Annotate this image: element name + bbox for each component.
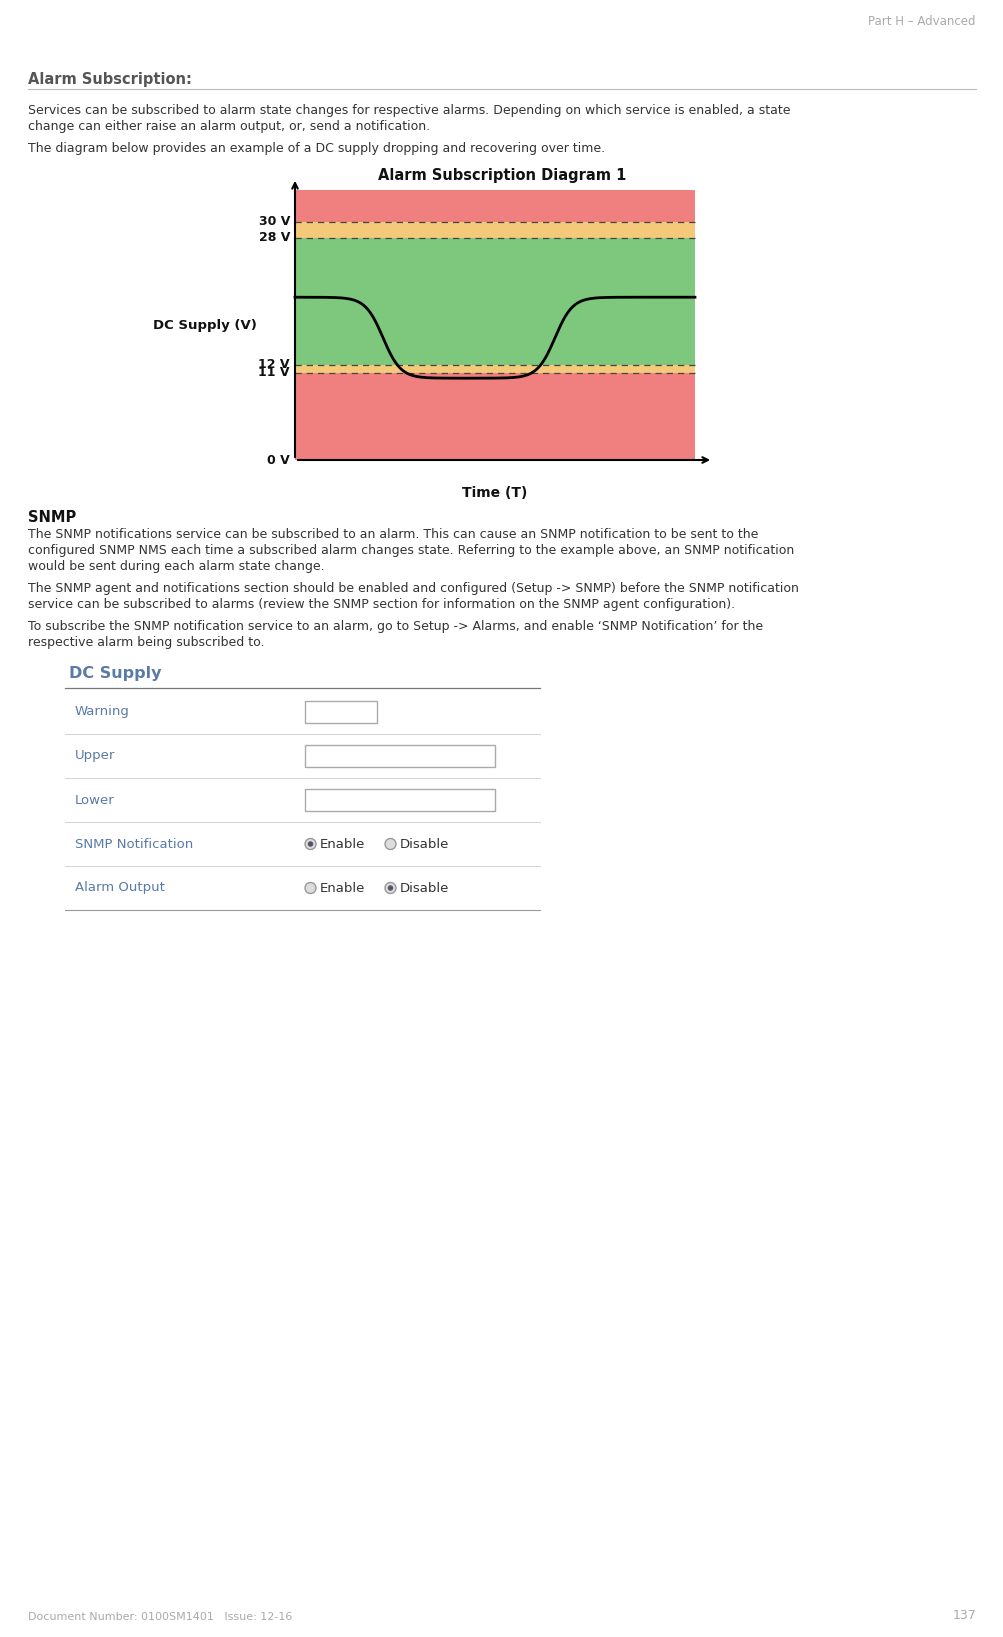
Text: Enable: Enable [320, 881, 365, 894]
Bar [305, 789, 494, 810]
Text: DC Supply (V): DC Supply (V) [152, 319, 257, 332]
Text: Part H – Advanced: Part H – Advanced [868, 15, 975, 28]
Text: service can be subscribed to alarms (review the SNMP section for information on : service can be subscribed to alarms (rev… [28, 598, 734, 611]
Text: The SNMP agent and notifications section should be enabled and configured (Setup: The SNMP agent and notifications section… [28, 583, 798, 594]
Text: The diagram below provides an example of a DC supply dropping and recovering ove: The diagram below provides an example of… [28, 142, 605, 156]
Text: Services can be subscribed to alarm state changes for respective alarms. Dependi: Services can be subscribed to alarm stat… [28, 105, 789, 116]
Circle shape [305, 882, 316, 894]
Text: ▼: ▼ [363, 707, 371, 717]
Circle shape [384, 838, 395, 850]
Circle shape [387, 886, 393, 891]
Text: SNMP: SNMP [28, 511, 76, 525]
Bar [295, 365, 694, 373]
Bar [295, 373, 694, 460]
Bar [305, 701, 376, 724]
Circle shape [305, 838, 316, 850]
Text: Lower: Lower [75, 794, 114, 807]
Text: Alarm Output: Alarm Output [75, 881, 164, 894]
Text: DC Supply: DC Supply [69, 666, 161, 681]
Bar [305, 745, 494, 768]
Text: 11 V: 11 V [258, 367, 290, 380]
Text: 30 V: 30 V [259, 214, 290, 228]
Text: Enable: Enable [320, 838, 365, 851]
Text: Disable: Disable [399, 881, 449, 894]
Text: To subscribe the SNMP notification service to an alarm, go to Setup -> Alarms, a: To subscribe the SNMP notification servi… [28, 620, 762, 634]
Bar [295, 237, 694, 365]
Circle shape [308, 841, 313, 846]
Bar [295, 190, 694, 221]
Text: Enable: Enable [313, 706, 353, 719]
Text: 28: 28 [311, 750, 327, 763]
Text: The SNMP notifications service can be subscribed to an alarm. This can cause an : The SNMP notifications service can be su… [28, 529, 757, 540]
Text: Alarm Subscription:: Alarm Subscription: [28, 72, 192, 87]
Text: Alarm Subscription Diagram 1: Alarm Subscription Diagram 1 [377, 169, 626, 183]
Text: 12: 12 [311, 794, 326, 807]
Text: respective alarm being subscribed to.: respective alarm being subscribed to. [28, 637, 264, 648]
Text: 12 V: 12 V [258, 359, 290, 372]
Text: SNMP Notification: SNMP Notification [75, 838, 193, 851]
Text: configured SNMP NMS each time a subscribed alarm changes state. Referring to the: configured SNMP NMS each time a subscrib… [28, 543, 793, 557]
Bar [295, 221, 694, 237]
Text: 0 V: 0 V [267, 453, 290, 467]
Text: Document Number: 0100SM1401   Issue: 12-16: Document Number: 0100SM1401 Issue: 12-16 [28, 1612, 292, 1622]
Text: would be sent during each alarm state change.: would be sent during each alarm state ch… [28, 560, 324, 573]
Text: Time (T): Time (T) [461, 486, 528, 499]
Text: 137: 137 [951, 1609, 975, 1622]
Text: 28 V: 28 V [259, 231, 290, 244]
Text: Disable: Disable [399, 838, 449, 851]
Text: Warning: Warning [75, 706, 129, 719]
Circle shape [384, 882, 395, 894]
Text: change can either raise an alarm output, or, send a notification.: change can either raise an alarm output,… [28, 120, 429, 133]
Text: Upper: Upper [75, 750, 115, 763]
